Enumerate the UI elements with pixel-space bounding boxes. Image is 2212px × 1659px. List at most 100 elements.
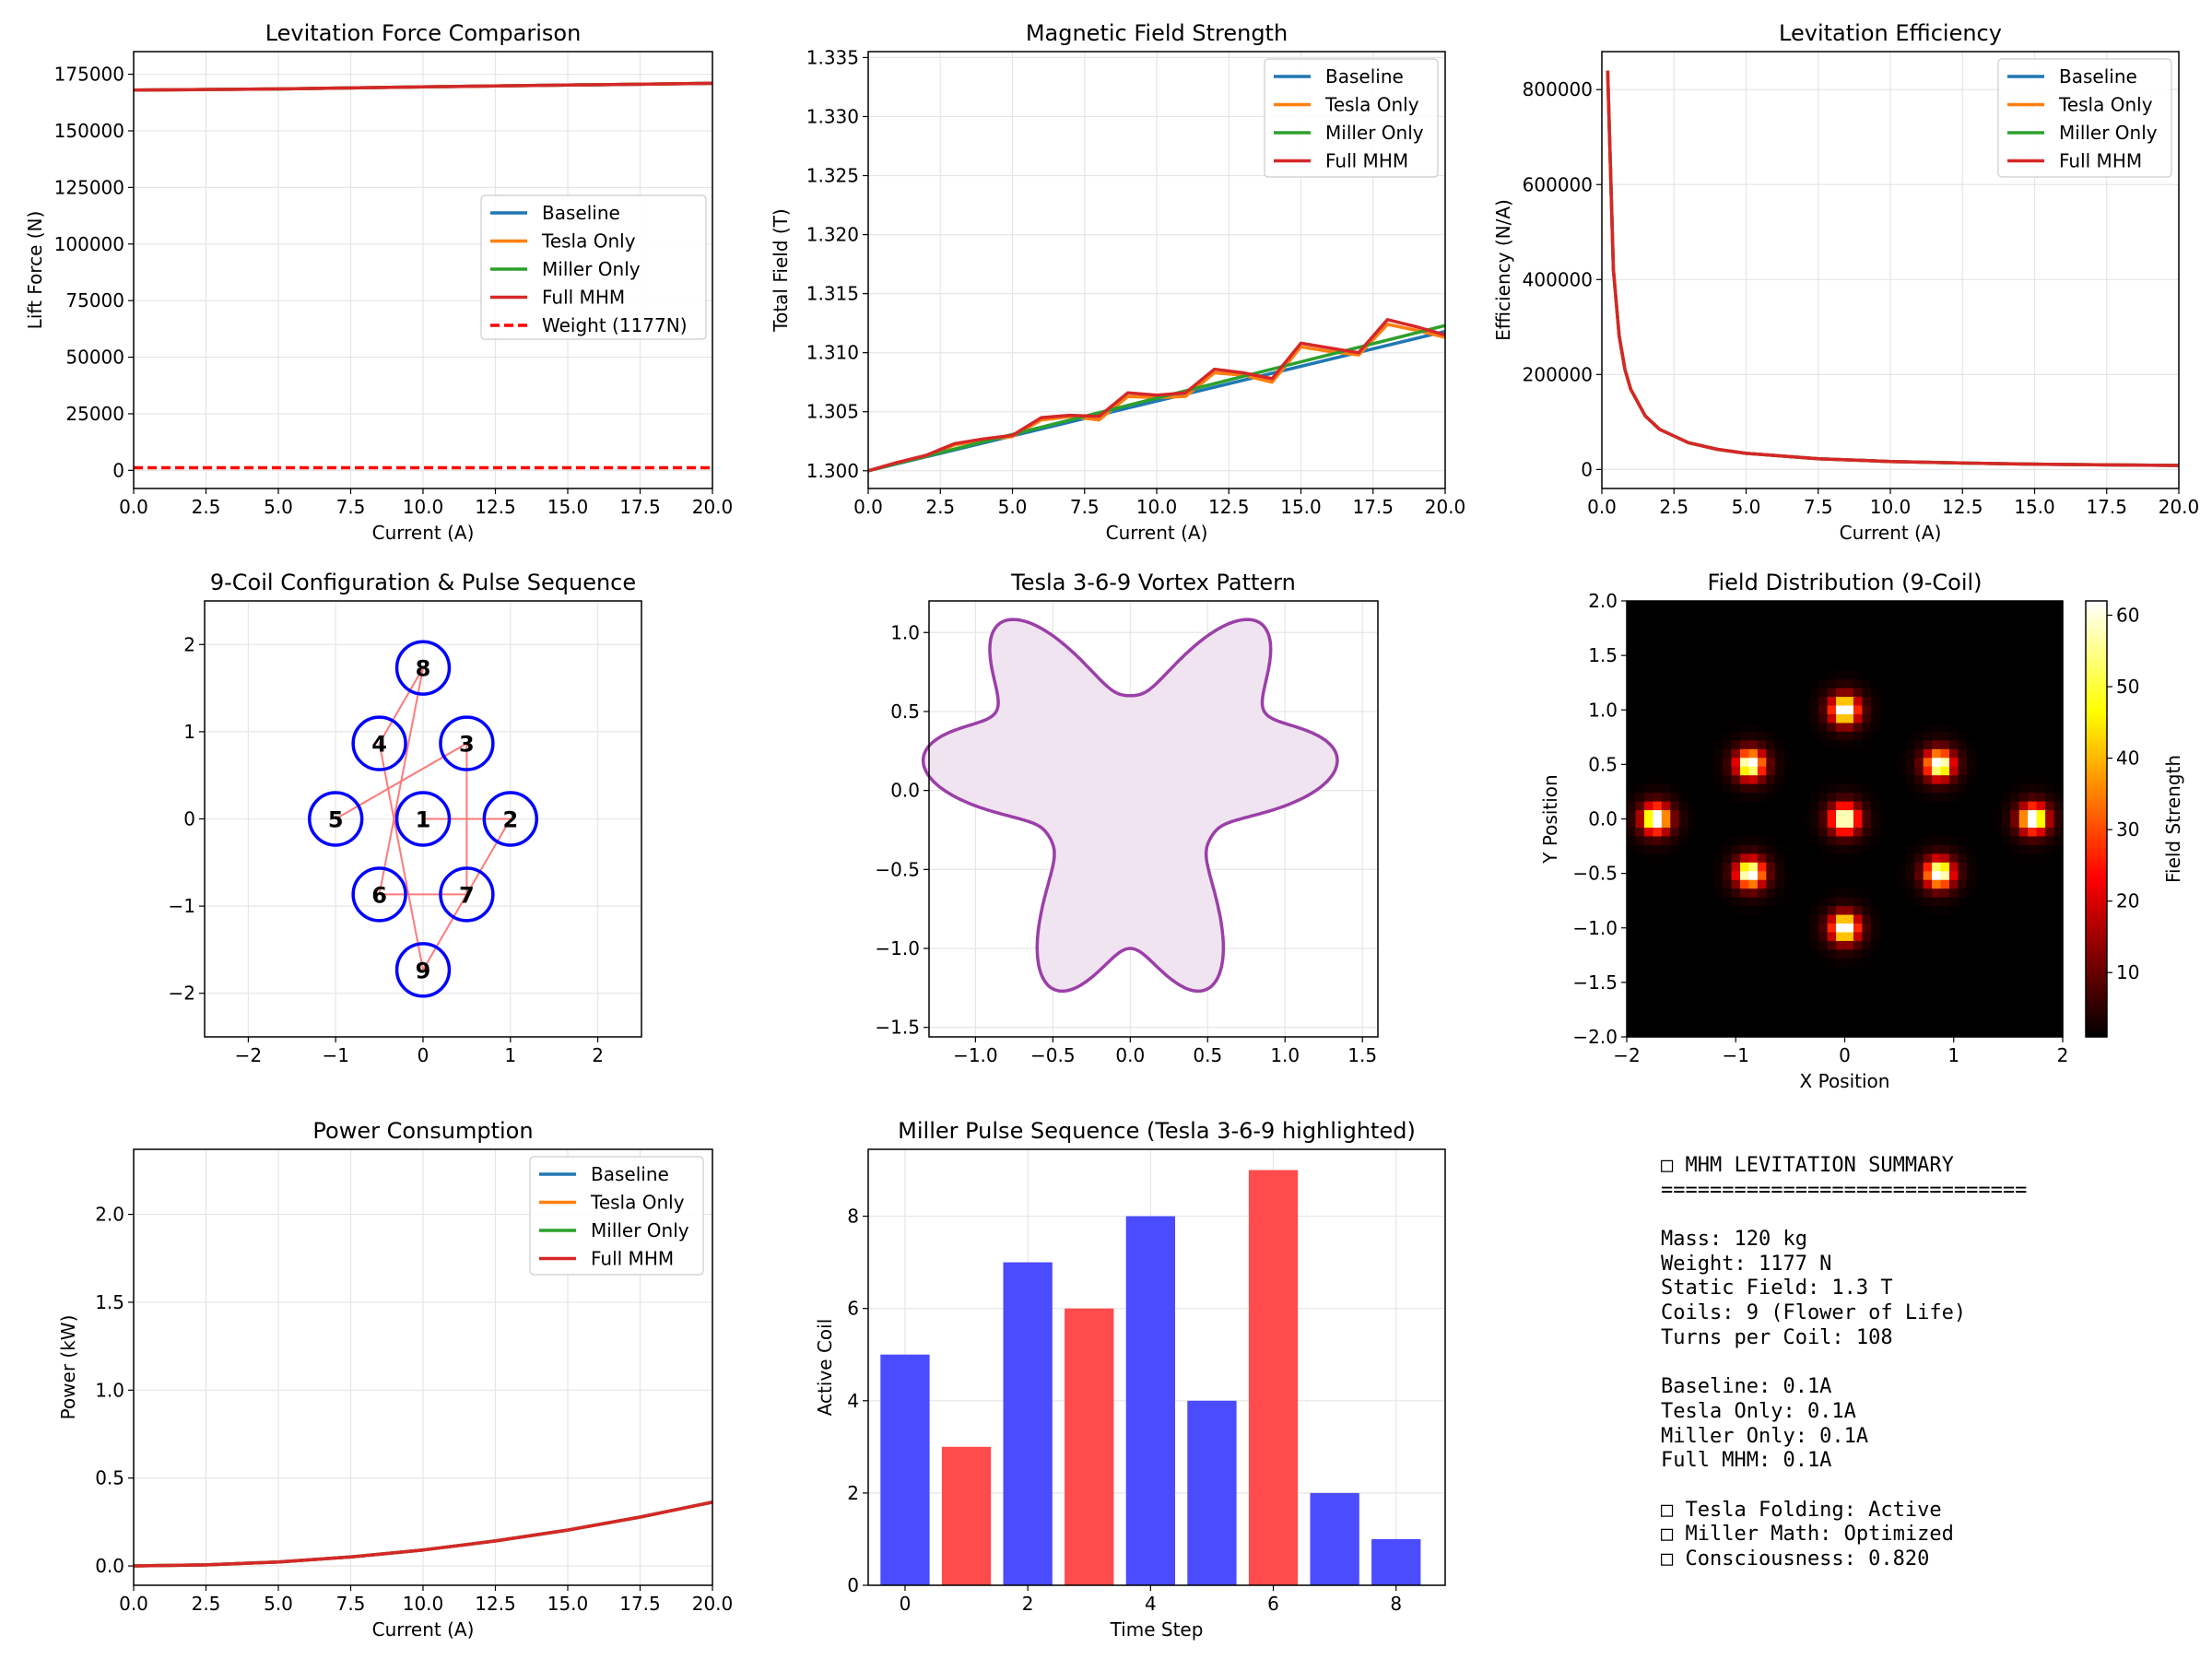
heatmap-cell bbox=[1688, 731, 1698, 741]
heatmap-cell bbox=[1905, 818, 1915, 829]
heatmap-cell bbox=[1783, 932, 1794, 942]
heatmap-cell bbox=[1713, 844, 1724, 854]
heatmap-cell bbox=[1635, 888, 1645, 899]
heatmap-cell bbox=[1914, 1010, 1924, 1020]
heatmap-cell bbox=[1958, 949, 1968, 959]
coil-circle bbox=[394, 640, 452, 696]
heatmap-cell bbox=[1905, 748, 1915, 759]
heatmap-cell bbox=[2036, 775, 2046, 785]
heatmap-cell bbox=[1923, 783, 1933, 794]
heatmap-cell bbox=[1661, 993, 1671, 1003]
axes-frame bbox=[1626, 600, 2064, 1038]
heatmap-cell bbox=[1731, 932, 1741, 942]
heatmap-cell bbox=[1739, 879, 1750, 889]
colorbar-segment bbox=[2086, 968, 2107, 972]
legend-label: Miller Only bbox=[542, 258, 641, 280]
heatmap-cell bbox=[1653, 818, 1663, 829]
heatmap-cell bbox=[1905, 949, 1915, 959]
y-tick-label: 1.0 bbox=[890, 621, 920, 643]
heatmap-cell bbox=[1993, 827, 2003, 838]
heatmap-cell bbox=[1923, 618, 1933, 628]
heatmap-cell bbox=[1757, 975, 1767, 985]
heatmap-cell bbox=[1705, 793, 1715, 803]
heatmap-cell bbox=[1958, 967, 1968, 977]
heatmap-cell bbox=[1888, 723, 1898, 733]
heatmap-cell bbox=[1853, 713, 1864, 724]
x-tick-label: 7.5 bbox=[336, 1593, 366, 1615]
heatmap-cell bbox=[1983, 670, 1994, 680]
heatmap-cell bbox=[1897, 775, 1907, 785]
summary-line: □ Consciousness: 0.820 bbox=[1661, 1547, 1930, 1571]
heatmap-cell bbox=[1809, 844, 1819, 854]
heatmap-cell bbox=[2010, 993, 2020, 1003]
heatmap-cell bbox=[1653, 723, 1663, 733]
heatmap-cell bbox=[1783, 653, 1794, 663]
heatmap-cell bbox=[1983, 731, 1994, 741]
heatmap-cell bbox=[2028, 783, 2038, 794]
heatmap-cell bbox=[1932, 705, 1942, 715]
heatmap-cell bbox=[2036, 688, 2046, 698]
heatmap-cell bbox=[2010, 836, 2020, 846]
heatmap-cell bbox=[1932, 653, 1942, 663]
heatmap-cell bbox=[1940, 627, 1950, 637]
heatmap-cell bbox=[1853, 1002, 1864, 1012]
heatmap-cell bbox=[1783, 705, 1794, 715]
colorbar-tick-label: 30 bbox=[2116, 818, 2139, 841]
heatmap-cell bbox=[1696, 836, 1706, 846]
heatmap-cell bbox=[1688, 627, 1698, 637]
heatmap-cell bbox=[2028, 801, 2038, 811]
legend-label: Tesla Only bbox=[2058, 94, 2153, 116]
heatmap-cell bbox=[1696, 662, 1706, 672]
heatmap-cell bbox=[2028, 853, 2038, 864]
heatmap-cell bbox=[1713, 914, 1724, 924]
heatmap-cell bbox=[2018, 827, 2029, 838]
heatmap-cell bbox=[1809, 897, 1819, 907]
colorbar-segment bbox=[2086, 982, 2107, 987]
heatmap-cell bbox=[1836, 740, 1846, 750]
heatmap-cell bbox=[1783, 1010, 1794, 1020]
heatmap-cell bbox=[1713, 662, 1724, 672]
heatmap-cell bbox=[1897, 888, 1907, 899]
series-line bbox=[134, 81, 712, 92]
colorbar-tick-label: 40 bbox=[2116, 747, 2139, 770]
heatmap-cell bbox=[1879, 731, 1889, 741]
heatmap-cell bbox=[1670, 609, 1680, 619]
heatmap-cell bbox=[1905, 897, 1915, 907]
heatmap-cell bbox=[1958, 635, 1968, 645]
heatmap-cell bbox=[1809, 853, 1819, 864]
heatmap-cell bbox=[1914, 879, 1924, 889]
heatmap-cell bbox=[1853, 688, 1864, 698]
heatmap-cell bbox=[1670, 653, 1680, 663]
heatmap-cell bbox=[1914, 662, 1924, 672]
heatmap-cell bbox=[1643, 844, 1653, 854]
heatmap-cell bbox=[1705, 862, 1715, 872]
heatmap-cell bbox=[1958, 758, 1968, 768]
heatmap-cell bbox=[1879, 924, 1889, 934]
heatmap-cell bbox=[2053, 801, 2064, 811]
heatmap-cell bbox=[1713, 766, 1724, 776]
heatmap-cell bbox=[1627, 775, 1637, 785]
heatmap-cell bbox=[1627, 688, 1637, 698]
heatmap-cell bbox=[2010, 1019, 2020, 1030]
heatmap-cell bbox=[1678, 1019, 1688, 1030]
x-tick-label: 15.0 bbox=[547, 1593, 589, 1615]
heatmap-cell bbox=[1836, 635, 1846, 645]
heatmap-cell bbox=[1627, 618, 1637, 628]
heatmap-cell bbox=[2053, 1002, 2064, 1012]
heatmap-cell bbox=[1897, 766, 1907, 776]
colorbar-segment bbox=[2086, 938, 2107, 944]
legend-label: Tesla Only bbox=[541, 230, 636, 253]
heatmap-cell bbox=[1862, 609, 1872, 619]
heatmap-cell bbox=[1844, 1019, 1854, 1030]
heatmap-cell bbox=[1792, 635, 1802, 645]
heatmap-cell bbox=[1958, 836, 1968, 846]
heatmap-cell bbox=[1783, 662, 1794, 672]
heatmap-cell bbox=[2053, 984, 2064, 994]
heatmap-cell bbox=[1862, 906, 1872, 916]
heatmap-cell bbox=[1661, 688, 1671, 698]
heatmap-cell bbox=[1897, 879, 1907, 889]
heatmap-cell bbox=[1914, 871, 1924, 881]
heatmap-cell bbox=[1661, 1028, 1671, 1038]
heatmap-cell bbox=[1670, 897, 1680, 907]
heatmap-cell bbox=[1879, 609, 1889, 619]
